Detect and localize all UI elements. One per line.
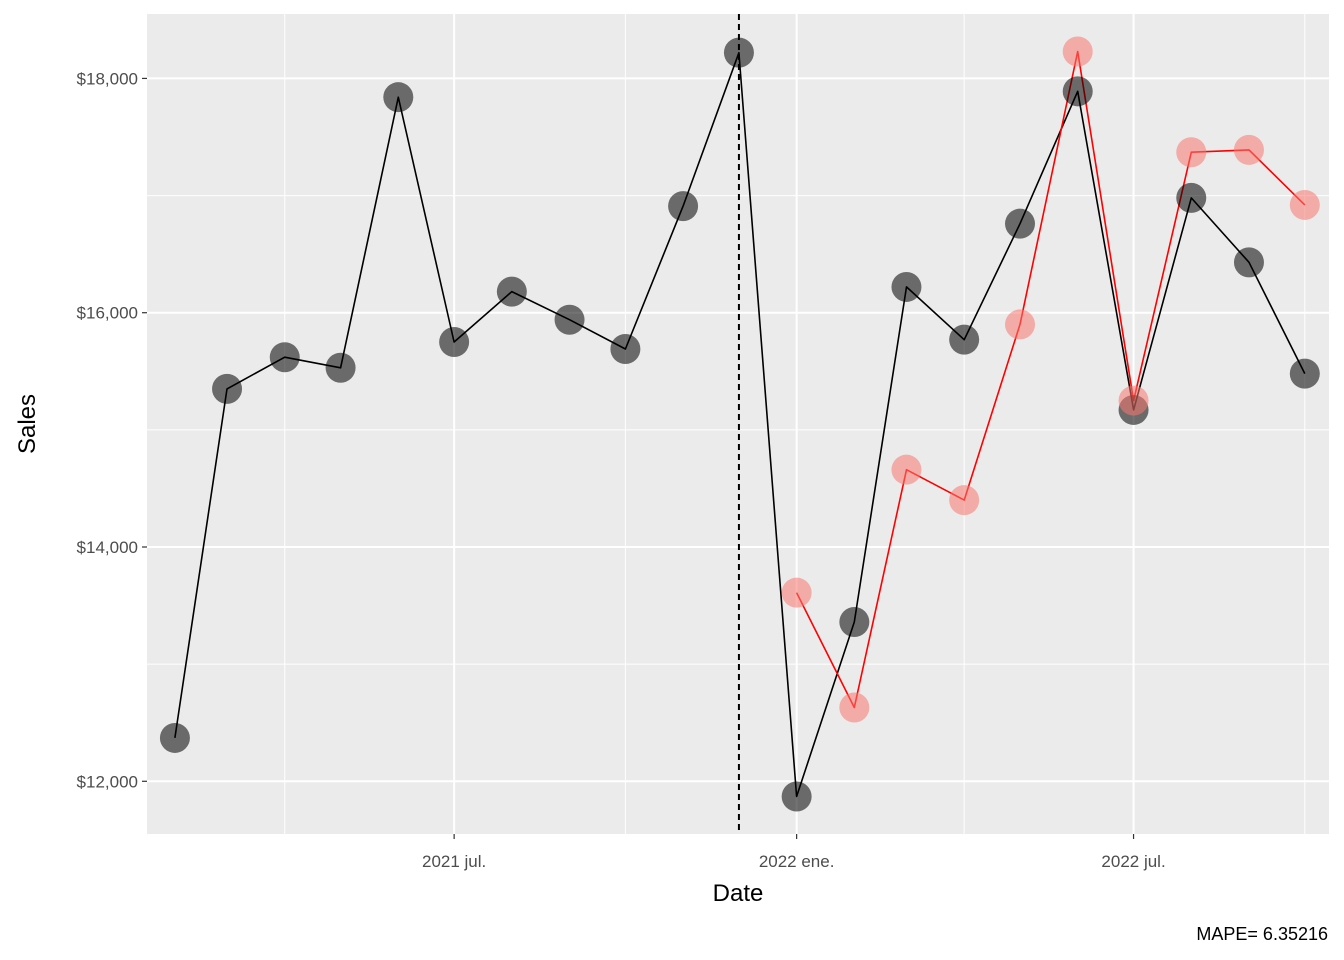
forecast-sales-point [839, 692, 870, 723]
actual-sales-point [668, 191, 699, 222]
actual-sales-point [1005, 208, 1036, 239]
forecast-sales-point [1005, 309, 1036, 340]
y-axis-title: Sales [14, 394, 41, 454]
actual-sales-point [212, 373, 243, 404]
actual-sales-point [383, 82, 414, 113]
forecast-sales-point [1176, 137, 1207, 168]
y-tick-label: $16,000 [77, 304, 138, 323]
actual-sales-point [839, 606, 870, 637]
actual-sales-point [1062, 76, 1093, 107]
actual-sales-point [1289, 358, 1320, 389]
x-axis-title: Date [713, 880, 764, 907]
forecast-sales-point [1233, 134, 1264, 165]
forecast-sales-line [795, 50, 1306, 709]
actual-sales-point [1176, 182, 1207, 213]
actual-sales-point [439, 327, 470, 357]
actual-sales-point [781, 781, 812, 812]
actual-sales-point [610, 334, 641, 365]
x-axis: 2021 jul. 2022 ene. 2022 jul. [422, 834, 1166, 871]
x-tick-label: 2022 jul. [1101, 852, 1165, 871]
forecast-sales-point [781, 577, 812, 608]
actual-sales-point [891, 271, 922, 302]
forecast-sales-point [1062, 36, 1093, 67]
y-tick-label: $18,000 [77, 69, 138, 88]
actual-sales-point [269, 342, 300, 373]
actual-sales-point [949, 324, 980, 355]
actual-sales-point [554, 304, 585, 335]
x-tick-label: 2021 jul. [422, 852, 486, 871]
actual-sales-point [496, 276, 527, 307]
actual-sales-point [723, 37, 754, 68]
forecast-sales-point [1118, 385, 1149, 416]
mape-caption: MAPE= 6.35216 [1196, 924, 1328, 944]
actual-sales-point [159, 722, 190, 753]
x-tick-label: 2022 ene. [759, 852, 835, 871]
actual-sales-point [1233, 247, 1264, 278]
forecast-sales-point [949, 485, 980, 516]
y-tick-label: $14,000 [77, 538, 138, 557]
forecast-sales-point [1289, 189, 1320, 220]
actual-sales-point [325, 352, 356, 383]
series-points [159, 36, 1320, 812]
y-tick-label: $12,000 [77, 772, 138, 791]
y-axis: $12,000 $14,000 $16,000 $18,000 [77, 69, 147, 791]
forecast-sales-point [891, 454, 922, 485]
